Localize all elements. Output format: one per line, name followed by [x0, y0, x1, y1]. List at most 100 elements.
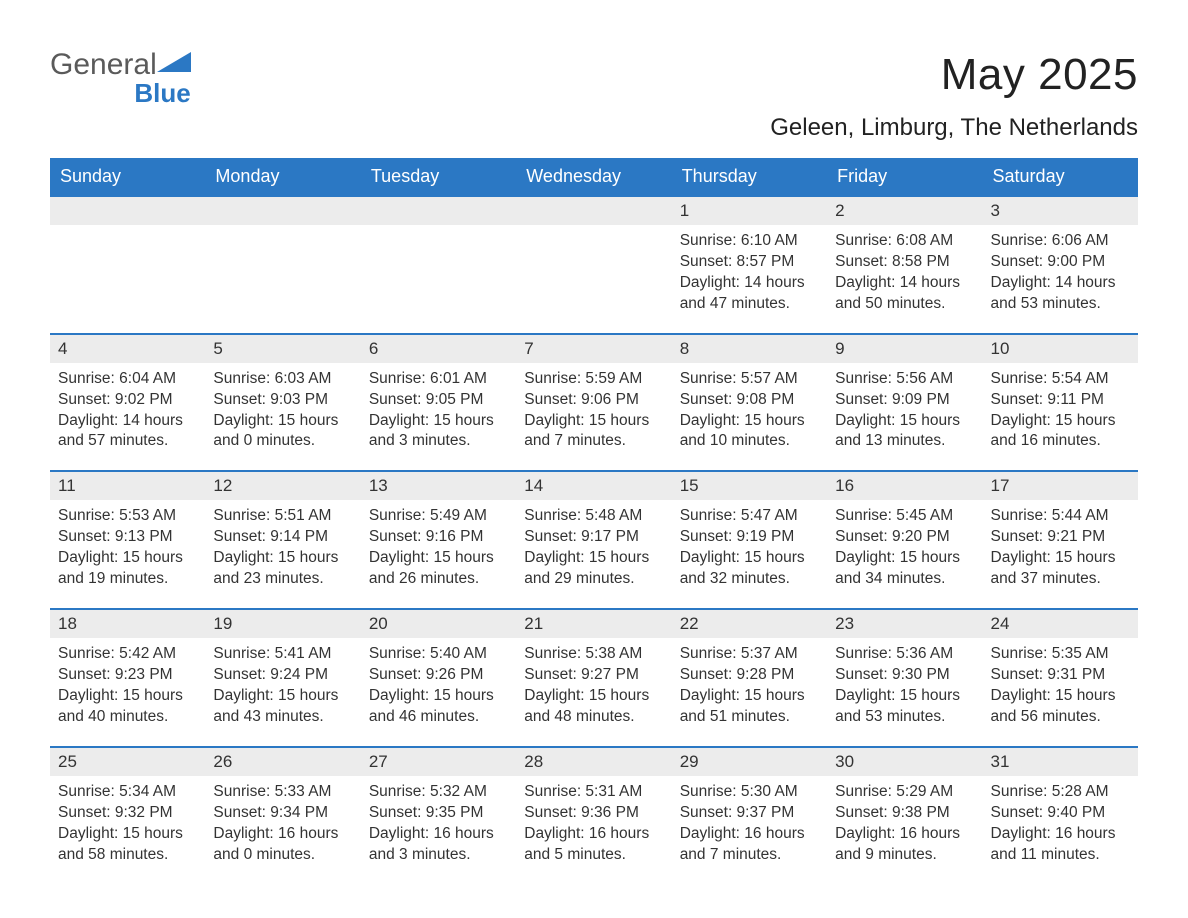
- day-detail: Sunrise: 5:34 AMSunset: 9:32 PMDaylight:…: [50, 776, 205, 870]
- day-number: [205, 197, 360, 225]
- dow-wednesday: Wednesday: [516, 158, 671, 197]
- day-number: 13: [361, 472, 516, 500]
- sunrise-line: Sunrise: 5:34 AM: [58, 782, 197, 803]
- day-number: 16: [827, 472, 982, 500]
- daylight-line-2: and 0 minutes.: [213, 845, 352, 866]
- sunrise-line: Sunrise: 6:04 AM: [58, 369, 197, 390]
- week-row: 18Sunrise: 5:42 AMSunset: 9:23 PMDayligh…: [50, 608, 1138, 732]
- day-cell: 19Sunrise: 5:41 AMSunset: 9:24 PMDayligh…: [205, 610, 360, 732]
- daylight-line-2: and 9 minutes.: [835, 845, 974, 866]
- sunset-line: Sunset: 9:34 PM: [213, 803, 352, 824]
- day-cell: 24Sunrise: 5:35 AMSunset: 9:31 PMDayligh…: [983, 610, 1138, 732]
- sunrise-line: Sunrise: 5:45 AM: [835, 506, 974, 527]
- sunrise-line: Sunrise: 5:42 AM: [58, 644, 197, 665]
- sunrise-line: Sunrise: 5:44 AM: [991, 506, 1130, 527]
- day-number: [516, 197, 671, 225]
- sunset-line: Sunset: 9:27 PM: [524, 665, 663, 686]
- day-detail: Sunrise: 5:28 AMSunset: 9:40 PMDaylight:…: [983, 776, 1138, 870]
- daylight-line-1: Daylight: 14 hours: [680, 273, 819, 294]
- day-number: [50, 197, 205, 225]
- day-detail: Sunrise: 5:36 AMSunset: 9:30 PMDaylight:…: [827, 638, 982, 732]
- daylight-line-1: Daylight: 15 hours: [58, 686, 197, 707]
- day-cell: 5Sunrise: 6:03 AMSunset: 9:03 PMDaylight…: [205, 335, 360, 457]
- sunrise-line: Sunrise: 5:47 AM: [680, 506, 819, 527]
- day-detail: Sunrise: 6:04 AMSunset: 9:02 PMDaylight:…: [50, 363, 205, 457]
- day-number: 11: [50, 472, 205, 500]
- sunset-line: Sunset: 9:24 PM: [213, 665, 352, 686]
- daylight-line-2: and 3 minutes.: [369, 845, 508, 866]
- daylight-line-1: Daylight: 16 hours: [213, 824, 352, 845]
- day-cell: 15Sunrise: 5:47 AMSunset: 9:19 PMDayligh…: [672, 472, 827, 594]
- daylight-line-2: and 23 minutes.: [213, 569, 352, 590]
- daylight-line-2: and 51 minutes.: [680, 707, 819, 728]
- daylight-line-1: Daylight: 16 hours: [680, 824, 819, 845]
- day-detail: Sunrise: 5:30 AMSunset: 9:37 PMDaylight:…: [672, 776, 827, 870]
- sunrise-line: Sunrise: 6:06 AM: [991, 231, 1130, 252]
- daylight-line-2: and 46 minutes.: [369, 707, 508, 728]
- daylight-line-2: and 5 minutes.: [524, 845, 663, 866]
- daylight-line-2: and 7 minutes.: [680, 845, 819, 866]
- day-number: 9: [827, 335, 982, 363]
- title-block: May 2025 Geleen, Limburg, The Netherland…: [770, 50, 1138, 142]
- daylight-line-2: and 29 minutes.: [524, 569, 663, 590]
- sunset-line: Sunset: 9:08 PM: [680, 390, 819, 411]
- day-number: 14: [516, 472, 671, 500]
- day-number: 10: [983, 335, 1138, 363]
- daylight-line-1: Daylight: 15 hours: [369, 548, 508, 569]
- day-cell: [361, 197, 516, 319]
- week-row: 4Sunrise: 6:04 AMSunset: 9:02 PMDaylight…: [50, 333, 1138, 457]
- day-number: 5: [205, 335, 360, 363]
- brand-logo: General Blue: [50, 50, 191, 109]
- sunset-line: Sunset: 8:58 PM: [835, 252, 974, 273]
- day-cell: 14Sunrise: 5:48 AMSunset: 9:17 PMDayligh…: [516, 472, 671, 594]
- day-number: 31: [983, 748, 1138, 776]
- day-cell: 18Sunrise: 5:42 AMSunset: 9:23 PMDayligh…: [50, 610, 205, 732]
- day-number: 19: [205, 610, 360, 638]
- day-cell: 3Sunrise: 6:06 AMSunset: 9:00 PMDaylight…: [983, 197, 1138, 319]
- sunset-line: Sunset: 9:23 PM: [58, 665, 197, 686]
- daylight-line-2: and 26 minutes.: [369, 569, 508, 590]
- sunset-line: Sunset: 9:16 PM: [369, 527, 508, 548]
- daylight-line-2: and 3 minutes.: [369, 431, 508, 452]
- sunset-line: Sunset: 9:02 PM: [58, 390, 197, 411]
- day-detail: Sunrise: 5:53 AMSunset: 9:13 PMDaylight:…: [50, 500, 205, 594]
- day-cell: [516, 197, 671, 319]
- daylight-line-2: and 53 minutes.: [991, 294, 1130, 315]
- sunrise-line: Sunrise: 5:41 AM: [213, 644, 352, 665]
- day-detail: Sunrise: 5:40 AMSunset: 9:26 PMDaylight:…: [361, 638, 516, 732]
- daylight-line-1: Daylight: 15 hours: [680, 548, 819, 569]
- week-row: 1Sunrise: 6:10 AMSunset: 8:57 PMDaylight…: [50, 197, 1138, 319]
- day-cell: 23Sunrise: 5:36 AMSunset: 9:30 PMDayligh…: [827, 610, 982, 732]
- day-number: 20: [361, 610, 516, 638]
- daylight-line-1: Daylight: 15 hours: [58, 548, 197, 569]
- day-detail: Sunrise: 5:33 AMSunset: 9:34 PMDaylight:…: [205, 776, 360, 870]
- sunrise-line: Sunrise: 5:59 AM: [524, 369, 663, 390]
- day-detail: Sunrise: 5:38 AMSunset: 9:27 PMDaylight:…: [516, 638, 671, 732]
- sunrise-line: Sunrise: 5:40 AM: [369, 644, 508, 665]
- daylight-line-2: and 56 minutes.: [991, 707, 1130, 728]
- sunrise-line: Sunrise: 5:53 AM: [58, 506, 197, 527]
- sunset-line: Sunset: 9:35 PM: [369, 803, 508, 824]
- daylight-line-1: Daylight: 15 hours: [991, 548, 1130, 569]
- sunrise-line: Sunrise: 5:30 AM: [680, 782, 819, 803]
- day-detail: Sunrise: 5:42 AMSunset: 9:23 PMDaylight:…: [50, 638, 205, 732]
- sunrise-line: Sunrise: 5:28 AM: [991, 782, 1130, 803]
- day-number: 15: [672, 472, 827, 500]
- week-row: 11Sunrise: 5:53 AMSunset: 9:13 PMDayligh…: [50, 470, 1138, 594]
- brand-triangle-icon: [157, 50, 191, 79]
- sunrise-line: Sunrise: 6:08 AM: [835, 231, 974, 252]
- sunrise-line: Sunrise: 5:49 AM: [369, 506, 508, 527]
- day-number: 26: [205, 748, 360, 776]
- sunrise-line: Sunrise: 6:01 AM: [369, 369, 508, 390]
- daylight-line-1: Daylight: 15 hours: [58, 824, 197, 845]
- sunrise-line: Sunrise: 5:38 AM: [524, 644, 663, 665]
- day-detail: Sunrise: 6:08 AMSunset: 8:58 PMDaylight:…: [827, 225, 982, 319]
- sunrise-line: Sunrise: 6:10 AM: [680, 231, 819, 252]
- day-number: 8: [672, 335, 827, 363]
- daylight-line-1: Daylight: 15 hours: [369, 686, 508, 707]
- page-header: General Blue May 2025 Geleen, Limburg, T…: [50, 50, 1138, 142]
- day-detail: Sunrise: 5:29 AMSunset: 9:38 PMDaylight:…: [827, 776, 982, 870]
- daylight-line-2: and 50 minutes.: [835, 294, 974, 315]
- day-cell: [50, 197, 205, 319]
- day-cell: 27Sunrise: 5:32 AMSunset: 9:35 PMDayligh…: [361, 748, 516, 870]
